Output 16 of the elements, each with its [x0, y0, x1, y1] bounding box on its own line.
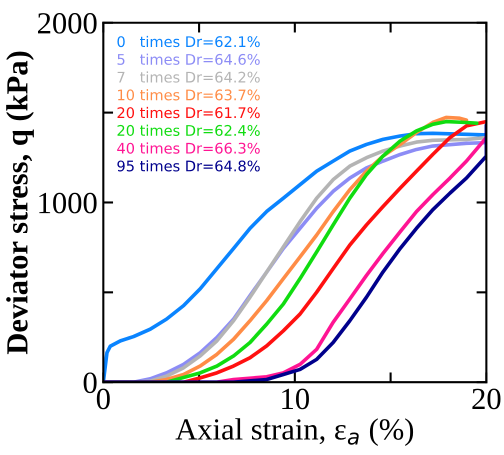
x-tick-label: 10 [282, 388, 309, 410]
text: 40 times Dr=66.3% [117, 142, 260, 154]
text: 20 times Dr=62.4% [118, 124, 260, 136]
text: 5 times Dr=64.6% [118, 54, 260, 65]
y-tick-label: 0 [84, 372, 97, 394]
text: 10 times Dr=63.7% [118, 89, 260, 100]
y-tick-label: 1000 [39, 192, 97, 214]
text: 20 times Dr=61.7% [118, 106, 260, 118]
y-tick-label: 2000 [38, 13, 97, 34]
text: 0 times Dr=62.1% [117, 36, 260, 48]
y-axis-title: Deviator stress, q (kPa) [6, 52, 34, 354]
x-tick-label: 0 [96, 388, 110, 410]
x-tick-label: 20 [472, 388, 500, 410]
text: 7 times Dr=64.2% [118, 71, 260, 83]
text: 95 times Dr=64.8% [117, 160, 260, 172]
x-axis-title: Axial strain, ε$_{a}$ (%) [176, 418, 414, 446]
